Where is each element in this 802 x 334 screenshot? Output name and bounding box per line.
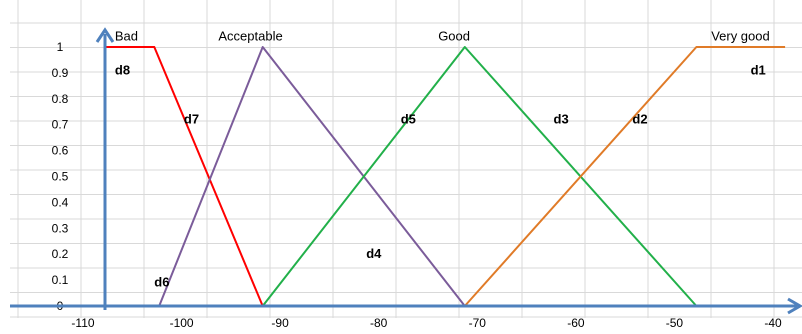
y-tick-label: 0.3 [52, 221, 69, 235]
y-tick-label: 0.7 [52, 118, 69, 132]
x-tick-label: -80 [370, 316, 388, 329]
series-label: Bad [115, 29, 138, 44]
y-axis-arrow [95, 27, 115, 43]
series-label: Very good [711, 29, 770, 44]
x-tick-label: -60 [567, 316, 585, 329]
y-tick-label: 0.5 [52, 170, 69, 184]
x-tick-label: -100 [170, 316, 194, 329]
series-line-very-good [464, 46, 786, 307]
segment-label-d4: d4 [366, 246, 382, 261]
x-tick-label: -110 [71, 316, 94, 329]
x-axis-arrow [787, 297, 802, 315]
y-tick-label: 0.8 [52, 92, 69, 106]
y-tick-label: 0.4 [52, 195, 69, 209]
x-tick-label: -70 [469, 316, 487, 329]
x-tick-label: -40 [764, 316, 782, 329]
y-tick-label: 0.9 [52, 66, 69, 80]
segment-label-d1: d1 [751, 62, 766, 77]
segment-label-d3: d3 [554, 112, 569, 127]
series-line-bad [105, 46, 264, 307]
segment-label-d7: d7 [184, 112, 199, 127]
series-label: Acceptable [218, 29, 282, 44]
y-tick-label: 0.1 [52, 273, 69, 287]
segment-label-d6: d6 [154, 275, 169, 290]
x-tick-label: -50 [666, 316, 684, 329]
series-line-good [261, 46, 698, 307]
series-label: Good [438, 29, 470, 44]
y-tick-label: 1 [57, 40, 64, 54]
segment-label-d8: d8 [115, 62, 130, 77]
x-tick-label: -90 [271, 316, 289, 329]
series-line-acceptable [158, 46, 466, 307]
y-tick-label: 0.6 [52, 144, 69, 158]
y-tick-label: 0.2 [52, 247, 69, 261]
segment-label-d5: d5 [401, 112, 416, 127]
segment-label-d2: d2 [632, 112, 647, 127]
